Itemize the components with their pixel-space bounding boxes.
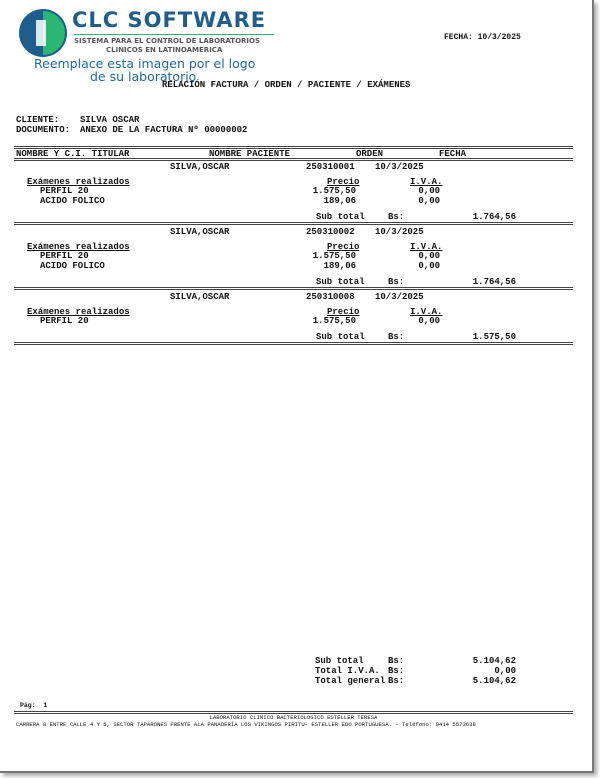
order-number: 250310002	[306, 227, 355, 237]
logo-brand: CLC SOFTWARE	[72, 8, 267, 32]
footer-address: CARRERA 8 ENTRE CALLE 4 Y 5, SECTOR TAPA…	[16, 721, 476, 728]
exam-iva: 0,00	[418, 186, 440, 196]
col-fecha: FECHA	[439, 149, 467, 159]
total-subtotal-label: Sub total	[315, 656, 364, 666]
exam-name: PERFIL 20	[40, 316, 89, 326]
total-general-value: 5.104,62	[472, 676, 516, 686]
price-heading: Precio	[327, 242, 360, 252]
price-heading: Precio	[327, 307, 360, 317]
client-name: SILVA OSCAR	[80, 115, 140, 125]
order-date: 10/3/2025	[375, 227, 424, 237]
exams-heading: Exámenes realizados	[27, 242, 130, 252]
iva-heading: I.V.A.	[410, 242, 443, 252]
exam-price: 189,06	[323, 261, 356, 271]
exams-heading: Exámenes realizados	[27, 307, 130, 317]
header-top-rule	[14, 146, 573, 149]
exam-price: 1.575,50	[312, 186, 356, 196]
patient-name: SILVA,OSCAR	[170, 162, 230, 172]
logo-placeholder-2: de su laboratorio	[90, 69, 197, 84]
document-label: DOCUMENTO:	[16, 125, 71, 135]
exam-iva: 0,00	[418, 196, 440, 206]
logo-placeholder-1: Reemplace esta imagen por el logo	[34, 56, 256, 71]
report-date: FECHA: 10/3/2025	[444, 33, 521, 42]
iva-heading: I.V.A.	[410, 307, 443, 317]
subtotal-label: Sub total	[316, 332, 365, 342]
report-title: RELACIÓN FACTURA / ORDEN / PACIENTE / EX…	[162, 80, 411, 90]
lab-logo: CLC SOFTWARE SISTEMA PARA EL CONTROL DE …	[18, 6, 288, 86]
exam-price: 1.575,50	[312, 251, 356, 261]
page-number: Pág: 1	[20, 702, 48, 709]
exam-name: PERFIL 20	[40, 251, 89, 261]
subtotal-bs: Bs:	[388, 277, 405, 287]
footer-lab-name: LABORATORIO CLINICO BACTERIOLOGICO ESTEL…	[209, 714, 378, 721]
patient-name: SILVA,OSCAR	[170, 292, 230, 302]
price-heading: Precio	[327, 177, 360, 187]
exam-price: 189,06	[323, 196, 356, 206]
total-iva-bs: Bs:	[388, 666, 405, 676]
exam-name: ACIDO FOLICO	[40, 196, 105, 206]
client-label: CLIENTE:	[16, 115, 60, 125]
col-orden: ORDEN	[356, 149, 384, 159]
exam-iva: 0,00	[418, 251, 440, 261]
total-general-bs: Bs:	[388, 676, 405, 686]
total-subtotal-value: 5.104,62	[472, 656, 516, 666]
total-general-label: Total general	[315, 676, 386, 686]
exam-name: PERFIL 20	[40, 186, 89, 196]
footer-rule	[14, 711, 573, 714]
subtotal-label: Sub total	[316, 277, 365, 287]
order-number: 250310001	[306, 162, 355, 172]
subtotal-bs: Bs:	[388, 332, 405, 342]
logo-emblem-icon	[19, 9, 67, 57]
subtotal-value: 1.764,56	[472, 212, 516, 222]
order-number: 250310008	[306, 292, 355, 302]
header-bottom-rule	[14, 158, 573, 161]
subtotal-label: Sub total	[316, 212, 365, 222]
subtotal-value: 1.575,50	[472, 332, 516, 342]
logo-tagline-1: SISTEMA PARA EL CONTROL DE LABORATORIOS	[74, 37, 261, 45]
group-rule	[14, 222, 573, 225]
col-titular: NOMBRE Y C.I. TITULAR	[16, 149, 130, 159]
subtotal-bs: Bs:	[388, 212, 405, 222]
subtotal-value: 1.764,56	[472, 277, 516, 287]
exam-price: 1.575,50	[312, 316, 356, 326]
group-rule	[14, 342, 573, 345]
total-iva-value: 0,00	[494, 666, 516, 676]
exam-name: ACIDO FOLICO	[40, 261, 105, 271]
exam-iva: 0,00	[418, 316, 440, 326]
col-paciente: NOMBRE PACIENTE	[209, 149, 291, 159]
patient-name: SILVA,OSCAR	[170, 227, 230, 237]
total-iva-label: Total I.V.A.	[315, 666, 380, 676]
logo-tagline-2: CLINICOS EN LATINOAMERICA	[106, 46, 223, 54]
group-rule	[14, 287, 573, 290]
order-date: 10/3/2025	[375, 162, 424, 172]
exam-iva: 0,00	[418, 261, 440, 271]
document-value: ANEXO DE LA FACTURA Nº 00000002	[80, 125, 248, 135]
exams-heading: Exámenes realizados	[27, 177, 130, 187]
total-subtotal-bs: Bs:	[388, 656, 405, 666]
iva-heading: I.V.A.	[410, 177, 443, 187]
order-date: 10/3/2025	[375, 292, 424, 302]
